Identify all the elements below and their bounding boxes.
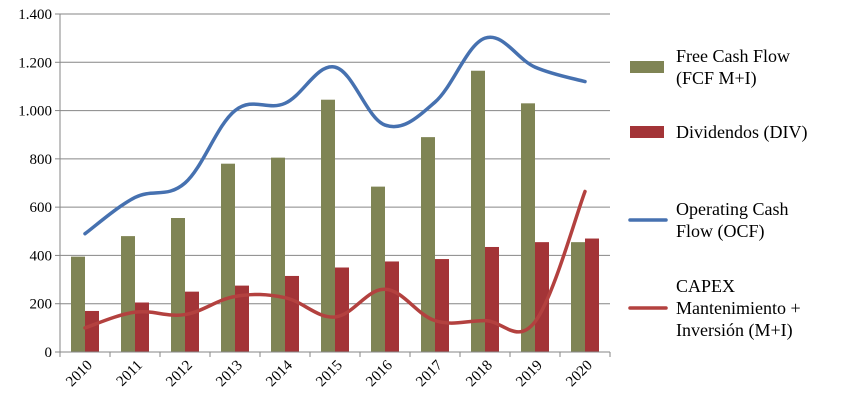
bar-div <box>585 238 599 352</box>
x-tick-label: 2010 <box>63 358 96 391</box>
legend-label: Free Cash Flow <box>676 46 790 66</box>
legend-swatch-fcf <box>630 61 664 73</box>
lines <box>83 35 587 334</box>
legend: Free Cash Flow(FCF M+I) Dividendos (DIV) O… <box>628 46 807 341</box>
x-tick-label: 2014 <box>263 357 296 390</box>
legend-label: Flow (OCF) <box>676 221 765 242</box>
legend-label: Inversión (M+I) <box>676 320 793 341</box>
bar-fcf <box>271 157 285 352</box>
x-tick-label: 2018 <box>463 358 496 391</box>
y-tick-label: 600 <box>30 200 53 216</box>
bars <box>71 70 599 352</box>
x-tick-label: 2020 <box>563 358 596 391</box>
legend-label: Dividendos (DIV) <box>676 122 807 143</box>
legend-label: CAPEX <box>676 276 735 296</box>
bar-fcf <box>71 256 85 352</box>
y-tick-label: 1.000 <box>18 104 52 120</box>
y-tick-label: 200 <box>30 297 53 313</box>
line-ocf <box>83 35 587 236</box>
x-tick-label: 2013 <box>213 358 246 391</box>
bar-fcf <box>171 218 185 352</box>
bar-fcf <box>371 186 385 352</box>
x-tick-label: 2019 <box>513 358 546 391</box>
x-tick-label: 2015 <box>313 358 346 391</box>
bar-div <box>185 291 199 352</box>
bar-fcf <box>321 99 335 352</box>
bar-div <box>485 246 499 352</box>
legend-item-div: Dividendos (DIV) <box>630 122 807 143</box>
x-tick-label: 2011 <box>114 358 146 390</box>
bar-fcf <box>421 137 435 352</box>
y-tick-label: 1.200 <box>18 55 52 71</box>
line-capex <box>83 189 587 334</box>
y-tick-label: 1.400 <box>18 7 52 23</box>
bar-div <box>285 275 299 352</box>
y-tick-label: 800 <box>30 152 53 168</box>
bar-div <box>235 285 249 352</box>
x-tick-label: 2016 <box>363 357 396 390</box>
bar-fcf <box>471 70 485 352</box>
x-tick-label: 2012 <box>163 358 196 391</box>
legend-swatch-div <box>630 126 664 138</box>
bar-div <box>435 259 449 352</box>
bar-div <box>135 302 149 352</box>
bar-div <box>85 310 99 352</box>
x-tick-label: 2017 <box>413 357 446 390</box>
bar-div <box>385 261 399 352</box>
bar-fcf <box>121 236 135 352</box>
legend-item-fcf: Free Cash Flow(FCF M+I) <box>630 46 790 89</box>
bar-fcf <box>521 103 535 352</box>
legend-label: (FCF M+I) <box>676 68 757 89</box>
bar-div <box>335 267 349 352</box>
bar-div <box>535 242 549 352</box>
bar-fcf <box>571 242 585 352</box>
y-tick-label: 400 <box>30 248 53 264</box>
legend-label: Operating Cash <box>676 199 788 219</box>
bar-fcf <box>221 163 235 352</box>
legend-label: Mantenimiento + <box>676 298 801 318</box>
y-tick-label: 0 <box>45 345 53 361</box>
